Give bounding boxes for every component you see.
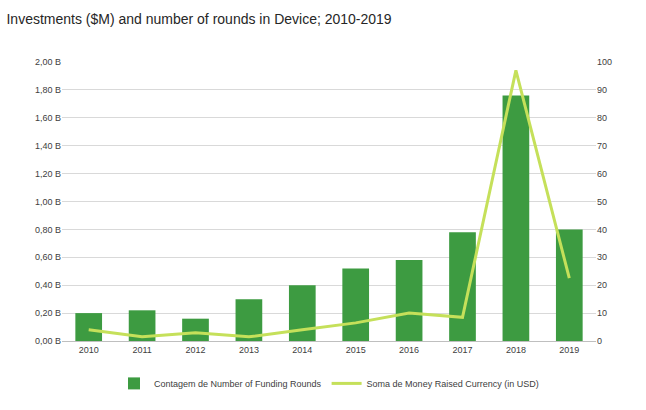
svg-text:0,00 B: 0,00 B <box>35 336 61 346</box>
svg-text:20: 20 <box>597 280 607 290</box>
svg-text:Contagem de Number of Funding: Contagem de Number of Funding Rounds <box>154 379 322 389</box>
svg-text:10: 10 <box>597 308 607 318</box>
svg-text:2019: 2019 <box>559 345 579 355</box>
svg-text:2011: 2011 <box>132 345 151 355</box>
svg-text:2,00 B: 2,00 B <box>35 57 61 67</box>
svg-text:0: 0 <box>597 336 602 346</box>
svg-text:1,20 B: 1,20 B <box>35 169 61 179</box>
svg-text:2016: 2016 <box>399 345 419 355</box>
svg-text:1,80 B: 1,80 B <box>35 85 61 95</box>
svg-text:40: 40 <box>597 225 607 235</box>
svg-text:2017: 2017 <box>452 345 472 355</box>
svg-text:70: 70 <box>597 141 607 151</box>
svg-text:1,00 B: 1,00 B <box>35 197 61 207</box>
svg-text:0,40 B: 0,40 B <box>35 280 61 290</box>
svg-text:2014: 2014 <box>292 345 312 355</box>
svg-text:2018: 2018 <box>506 345 526 355</box>
svg-text:2013: 2013 <box>239 345 259 355</box>
svg-text:80: 80 <box>597 113 607 123</box>
svg-text:60: 60 <box>597 169 607 179</box>
svg-text:90: 90 <box>597 85 607 95</box>
svg-text:0,20 B: 0,20 B <box>35 308 61 318</box>
svg-text:Investments ($M) and number of: Investments ($M) and number of rounds in… <box>6 11 391 27</box>
svg-text:Soma de Money Raised Currency: Soma de Money Raised Currency (in USD) <box>367 379 539 389</box>
svg-text:1,60 B: 1,60 B <box>35 113 61 123</box>
svg-text:2012: 2012 <box>185 345 205 355</box>
svg-text:30: 30 <box>597 252 607 262</box>
svg-text:50: 50 <box>597 197 607 207</box>
svg-text:1,40 B: 1,40 B <box>35 141 61 151</box>
svg-text:0,60 B: 0,60 B <box>35 252 61 262</box>
svg-text:2010: 2010 <box>79 345 99 355</box>
svg-text:2015: 2015 <box>346 345 366 355</box>
svg-text:0,80 B: 0,80 B <box>35 225 61 235</box>
svg-text:100: 100 <box>597 57 612 67</box>
